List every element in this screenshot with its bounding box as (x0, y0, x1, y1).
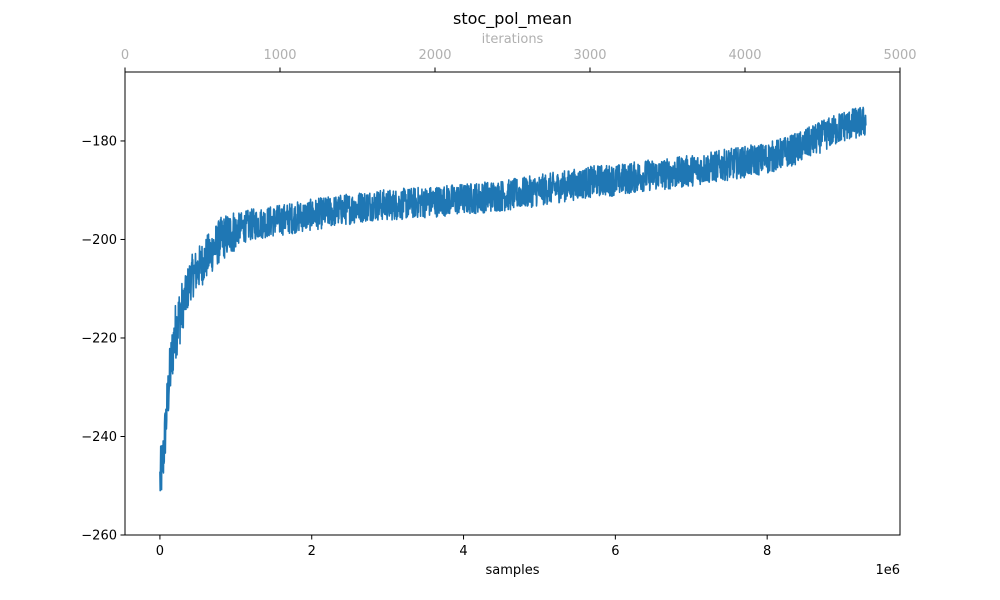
y-tick-label: −220 (81, 331, 117, 346)
top-x-tick-label: 4000 (728, 48, 761, 63)
x-tick-label: 6 (611, 544, 619, 559)
y-tick-label: −200 (81, 233, 117, 248)
plot-area (159, 106, 867, 492)
x-tick-label: 2 (308, 544, 316, 559)
x-tick-label: 8 (763, 544, 771, 559)
axes: 0 2 4 6 8 0 1000 2000 3000 4000 5000 −260 −240 −220 −2… (81, 48, 916, 559)
top-x-tick-label: 5000 (883, 48, 916, 63)
chart-title: stoc_pol_mean (453, 9, 572, 29)
top-x-tick-label: 0 (121, 48, 129, 63)
top-x-tick-label: 3000 (573, 48, 606, 63)
top-x-tick-label: 2000 (418, 48, 451, 63)
x-axis-offset-label: 1e6 (875, 563, 900, 578)
top-x-axis-label: iterations (482, 32, 544, 47)
y-tick-label: −180 (81, 134, 117, 149)
axes-frame (124, 71, 901, 536)
x-axis-label: samples (485, 563, 539, 578)
x-tick-label: 4 (459, 544, 467, 559)
data-series-line-0 (159, 106, 867, 492)
top-x-tick-label: 1000 (263, 48, 296, 63)
y-tick-label: −260 (81, 529, 117, 544)
x-tick-label: 0 (156, 544, 164, 559)
y-tick-label: −240 (81, 430, 117, 445)
